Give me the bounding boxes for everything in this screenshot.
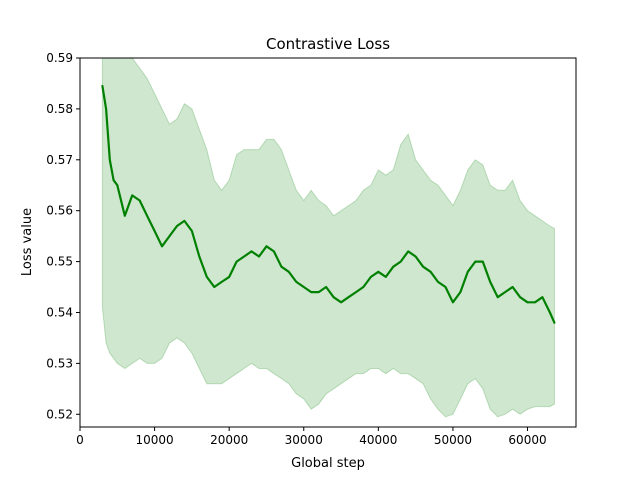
x-axis: 0 10000 20000 30000 40000 50000 60000 bbox=[76, 427, 546, 447]
x-tick-label: 20000 bbox=[210, 433, 248, 447]
y-tick-label: 0.53 bbox=[46, 356, 73, 370]
plot-area bbox=[102, 58, 554, 417]
y-tick-label: 0.58 bbox=[46, 102, 73, 116]
y-tick-label: 0.56 bbox=[46, 204, 73, 218]
y-tick-label: 0.59 bbox=[46, 51, 73, 65]
y-tick-label: 0.52 bbox=[46, 407, 73, 421]
y-tick-label: 0.54 bbox=[46, 305, 73, 319]
y-tick-label: 0.57 bbox=[46, 153, 73, 167]
x-tick-label: 40000 bbox=[359, 433, 397, 447]
x-tick-label: 60000 bbox=[508, 433, 546, 447]
x-tick-label: 10000 bbox=[135, 433, 173, 447]
x-tick-label: 0 bbox=[76, 433, 84, 447]
x-axis-label: Global step bbox=[291, 456, 365, 471]
y-axis-label: Loss value bbox=[20, 208, 35, 276]
chart-title: Contrastive Loss bbox=[266, 35, 390, 53]
y-axis: 0.52 0.53 0.54 0.55 0.56 0.57 0.58 0.59 bbox=[46, 51, 80, 421]
x-tick-label: 30000 bbox=[285, 433, 323, 447]
confidence-band bbox=[102, 58, 554, 417]
y-tick-label: 0.55 bbox=[46, 255, 73, 269]
x-tick-label: 50000 bbox=[434, 433, 472, 447]
